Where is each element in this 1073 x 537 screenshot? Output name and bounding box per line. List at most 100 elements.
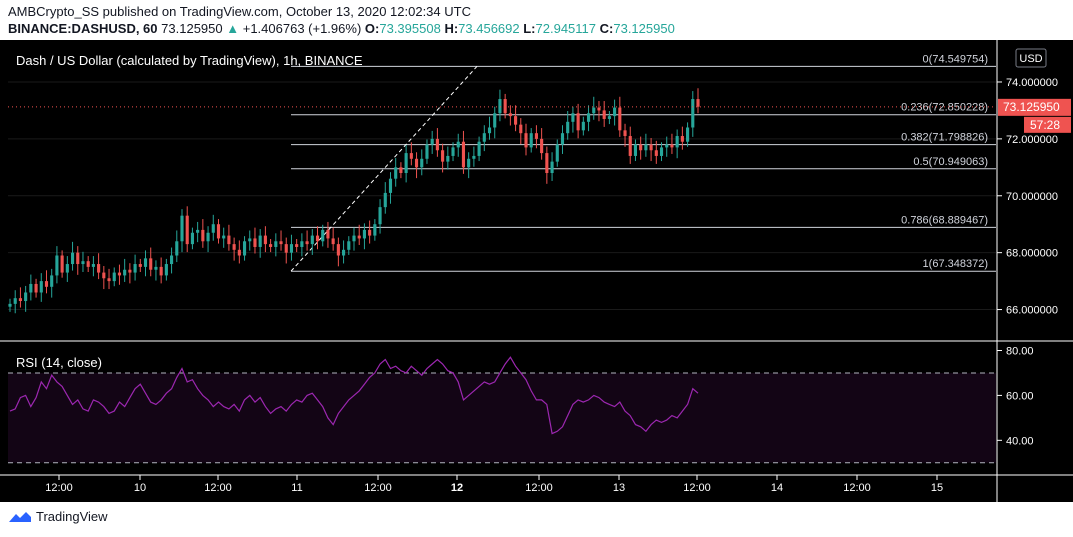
candle-body (383, 192, 387, 208)
time-tick-label: 12:00 (364, 482, 392, 494)
candle-body (269, 244, 273, 247)
fib-level-label: 0(74.549754) (923, 53, 988, 65)
candle-body (70, 252, 75, 265)
candle-body (670, 144, 674, 148)
candle-body (571, 113, 575, 122)
candle-body (55, 255, 59, 276)
candle-body (159, 266, 163, 276)
candle-body (691, 99, 695, 128)
rsi-line (9, 356, 699, 435)
change-arrow-icon: ▲ (226, 21, 240, 36)
rsi-band-fill (8, 372, 996, 463)
candle-body (477, 141, 481, 156)
time-tick-label: 12:00 (683, 482, 711, 494)
fib-level-label: 1(67.348372) (923, 258, 988, 270)
candle-body (284, 244, 288, 253)
rsi-panel (8, 356, 996, 464)
candle-body (321, 229, 325, 242)
candle-body (451, 147, 455, 156)
high-value: 73.456692 (458, 21, 520, 36)
candle-body (227, 235, 231, 245)
currency-label: USD (1019, 53, 1042, 65)
candle-body (102, 272, 106, 279)
candle-body (352, 235, 356, 242)
time-tick-label: 12:00 (525, 482, 553, 494)
chart-canvas[interactable]: 0(74.549754) 0.236(72.850228) 0.382(71.798… (0, 40, 1073, 502)
candle-body (248, 238, 252, 242)
candle-body (76, 252, 80, 265)
candle-body (331, 238, 335, 245)
countdown-text: 57:28 (1030, 118, 1060, 132)
candle-body (97, 264, 101, 273)
candle-body (295, 244, 299, 247)
candle-body (633, 144, 638, 156)
candle-body (602, 110, 606, 119)
candle-body (253, 238, 257, 247)
candle-body (514, 116, 518, 125)
candle-body (8, 303, 12, 307)
fib-level-label: 0.786(68.889467) (901, 214, 988, 226)
candle-body (289, 244, 294, 253)
candle-body (586, 113, 591, 122)
candle-body (180, 215, 184, 242)
candle-body (404, 153, 408, 174)
chart-title: Dash / US Dollar (calculated by TradingV… (16, 53, 363, 68)
axes: 74.000000 72.000000 70.000000 68.000000 66.0… (0, 40, 1073, 502)
candle-body (545, 153, 549, 174)
candle-body (196, 229, 200, 233)
price-tick-label: 74.000000 (1006, 77, 1058, 89)
low-label: L: (523, 21, 536, 36)
candle-body (613, 107, 617, 117)
countdown-tag (1024, 116, 1071, 133)
fib-level-label: 0.5(70.949063) (913, 156, 988, 168)
rsi-tick-label: 60.00 (1006, 390, 1034, 402)
candle-body (665, 144, 669, 148)
rsi-tick-label: 80.00 (1006, 345, 1034, 357)
candle-body (133, 264, 137, 273)
candle-body (347, 241, 351, 250)
candle-body (34, 283, 38, 293)
candle-body (560, 133, 565, 145)
candle-body (378, 207, 382, 225)
candle-body (29, 283, 33, 293)
rsi-tick-label: 40.00 (1006, 435, 1034, 447)
candle-body (461, 141, 466, 168)
candle-body (639, 144, 643, 151)
low-value: 72.945117 (535, 21, 597, 36)
tradingview-footer[interactable]: TradingView (8, 509, 108, 524)
candle-body (222, 235, 226, 239)
candle-body (581, 121, 585, 131)
footer-brand: TradingView (36, 509, 108, 524)
candle-body (623, 130, 627, 137)
candle-body (446, 155, 450, 162)
time-tick-label: 10 (134, 482, 146, 494)
candle-body (654, 150, 658, 156)
candle-body (107, 278, 111, 282)
candle-body (154, 266, 158, 270)
candle-body (592, 107, 596, 114)
candle-body (519, 124, 523, 134)
candle-body (13, 298, 17, 304)
last-price: 73.125950 (161, 21, 223, 36)
symbol-name: BINANCE:DASHUSD, 60 (8, 21, 158, 36)
candle-body (164, 264, 168, 276)
time-tick-label: 15 (931, 482, 943, 494)
candle-body (550, 161, 554, 174)
time-tick-label: 12:00 (204, 482, 232, 494)
candle-body (503, 99, 507, 114)
candle-body (373, 224, 377, 236)
candle-body (216, 224, 221, 239)
candle-body (143, 258, 148, 267)
fib-level-label: 0.236(72.850228) (901, 102, 988, 114)
currency-button[interactable] (1015, 48, 1047, 68)
fib-retracement[interactable]: 0(74.549754) 0.236(72.850228) 0.382(71.798… (290, 53, 996, 272)
time-tick-label: 14 (771, 482, 783, 494)
fib-level-label: 0.382(71.798826) (901, 132, 988, 144)
candle-body (310, 235, 314, 245)
candle-body (441, 150, 445, 162)
high-label: H: (444, 21, 459, 36)
candle-body (60, 255, 64, 273)
candle-body (425, 144, 429, 159)
candle-body (190, 232, 194, 245)
candle-body (420, 158, 424, 168)
